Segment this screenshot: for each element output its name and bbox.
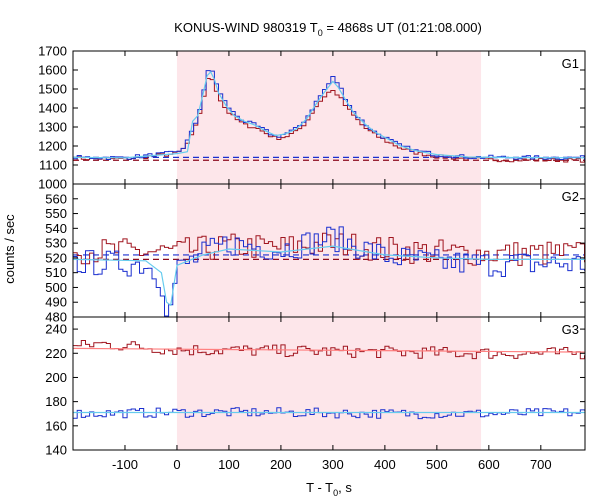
series-line-2	[73, 70, 585, 161]
y-tick-label: 1600	[38, 63, 67, 78]
y-tick-label: 530	[45, 236, 67, 251]
x-tick-label: 100	[218, 457, 240, 472]
fit-line-3	[73, 70, 585, 159]
y-tick-label: 1400	[38, 101, 67, 116]
panel-series	[73, 340, 585, 420]
x-tick-labels: -100 0 100 200 300 400 500 600 700	[112, 457, 552, 472]
chart-title-subscript: 0	[318, 28, 323, 38]
series-line-1	[73, 340, 585, 360]
panel-g3: 140 160 180 200 220 240 G3	[45, 316, 586, 458]
x-axis-label-main: T - T	[306, 480, 333, 495]
x-axis-label-subscript: 0	[333, 488, 338, 498]
x-tick-label: 600	[478, 457, 500, 472]
y-axis-label: counts / sec	[2, 214, 17, 284]
y-tick-label: 1100	[39, 158, 67, 173]
panel-series	[73, 70, 585, 163]
y-tick-label: 540	[45, 221, 67, 236]
x-tick-label: 700	[530, 457, 552, 472]
y-tick-label: 520	[45, 250, 67, 265]
y-tick-label: 160	[45, 418, 67, 433]
y-tick-label: 1000	[38, 177, 67, 192]
fit-line-3	[73, 245, 585, 307]
panel-frame	[72, 316, 586, 451]
shaded-interval	[176, 51, 482, 450]
series-line-1	[73, 232, 585, 266]
y-tick-label: 200	[45, 370, 67, 385]
y-tick-label: 550	[45, 206, 67, 221]
x-tick-label: 500	[426, 457, 448, 472]
chart-title-main: KONUS-WIND 980319 T	[174, 20, 318, 35]
x-tick-label: 0	[173, 457, 180, 472]
panels: 10001100120013001400150016001700G1480490…	[38, 44, 586, 472]
series-line-1	[73, 78, 585, 163]
x-tick-label: -100	[112, 457, 138, 472]
panel-label: G3	[562, 322, 579, 337]
y-tick-label: 500	[45, 280, 67, 295]
fit-line-2	[73, 347, 585, 353]
y-tick-label: 1500	[38, 82, 67, 97]
panel-label: G2	[562, 189, 579, 204]
y-tick-label: 480	[45, 310, 67, 325]
y-tick-label: 240	[45, 322, 67, 337]
panel-series	[73, 226, 585, 317]
x-axis-label: T - T0, s	[306, 480, 352, 498]
y-tick-label: 220	[45, 346, 67, 361]
series-line-2	[73, 226, 585, 317]
x-axis-label-rest: , s	[338, 480, 352, 495]
x-tick-label: 200	[270, 457, 292, 472]
x-tick-label: 300	[322, 457, 344, 472]
y-tick-label: 510	[45, 265, 67, 280]
y-tick-label: 140	[45, 443, 67, 458]
y-tick-label: 1700	[38, 44, 67, 59]
y-tick-label: 1200	[38, 139, 67, 154]
panel-label: G1	[562, 56, 579, 71]
y-tick-label: 180	[45, 394, 67, 409]
y-tick-label: 490	[45, 295, 67, 310]
y-tick-label: 560	[45, 191, 67, 206]
chart-title: KONUS-WIND 980319 T0 = 4868s UT (01:21:0…	[174, 20, 482, 38]
y-tick-label: 1300	[38, 120, 67, 135]
series-line-3	[73, 407, 585, 420]
x-tick-label: 400	[374, 457, 396, 472]
chart-title-rest: = 4868s UT (01:21:08.000)	[323, 20, 482, 35]
shaded-region	[176, 51, 482, 450]
panel-g1: 1000 1100 1200 1300 1400 1500 1600 1700 G1	[38, 44, 586, 192]
